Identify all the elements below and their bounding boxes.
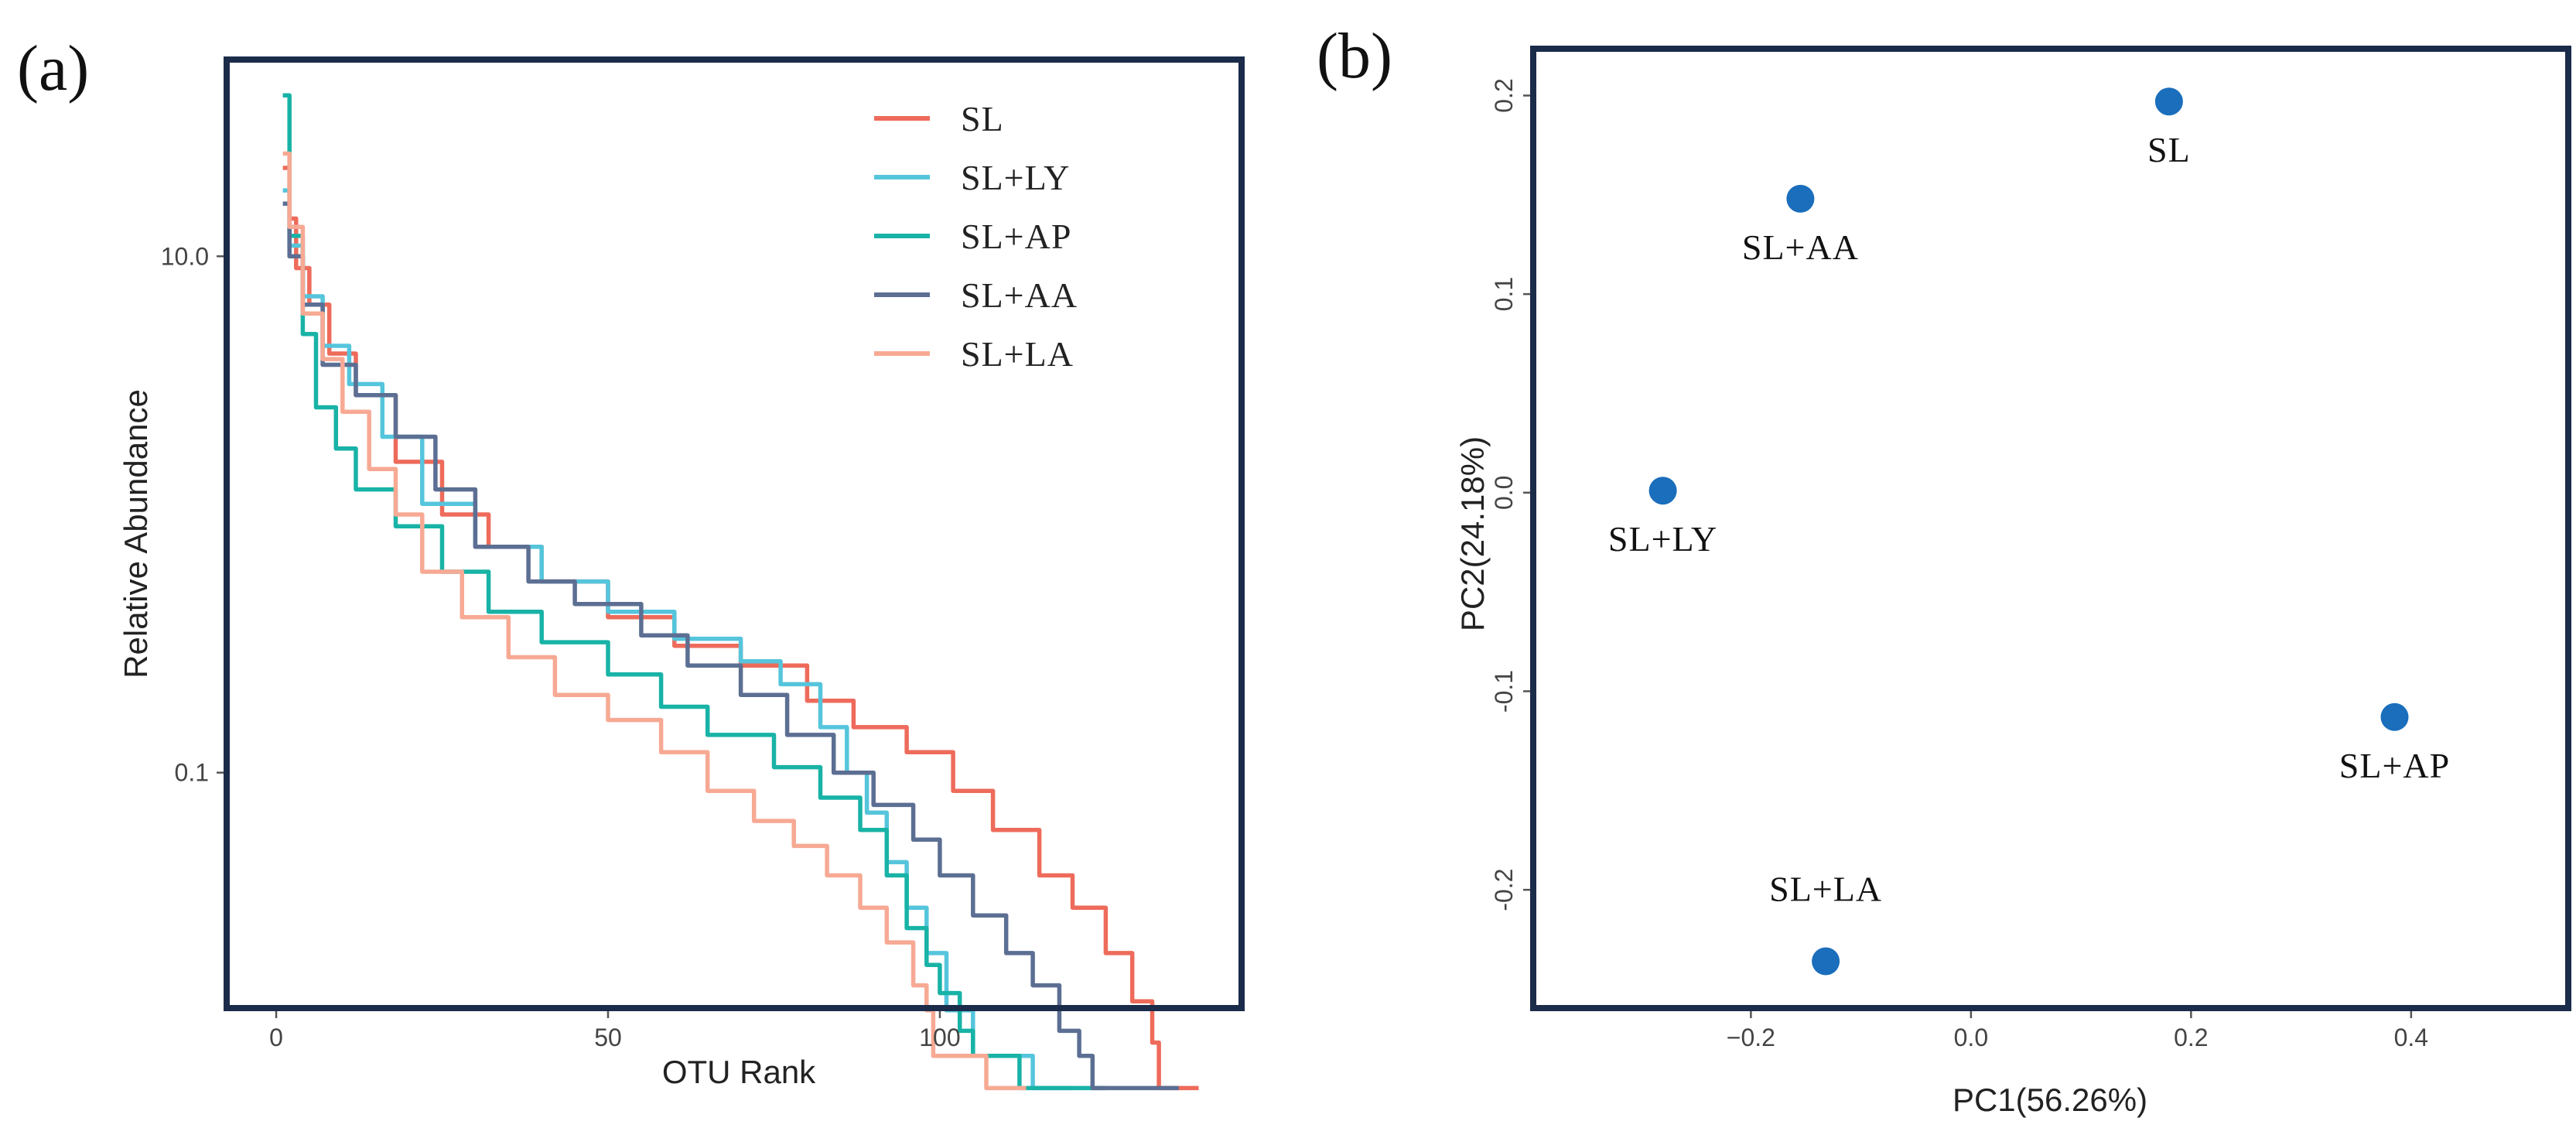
point-label-sl-la: SL+LA <box>1769 870 1882 909</box>
point-label-sl-ly: SL+LY <box>1608 519 1717 559</box>
panel-b-x-ticks: −0.2 0.0 0.2 0.4 <box>1727 1008 2428 1051</box>
series-line-sl-ly <box>282 188 1073 1091</box>
point-label-sl-aa: SL+AA <box>1742 227 1859 267</box>
legend-label-sl-la: SL+LA <box>961 334 1074 374</box>
panel-b-x-axis-title: PC1(56.26%) <box>1952 1082 2147 1118</box>
panel-b-label: (b) <box>1317 20 1392 92</box>
panel-b-y-axis-title: PC2(24.18%) <box>1454 436 1491 631</box>
panel-a-y-ticks: 10.0 0.1 <box>161 242 227 787</box>
panel-a-rank-abundance: (a) SL SL+LY SL+AP SL+AA SL+LA 10.0 0.1 0 50 10… <box>17 32 1245 1091</box>
panel-b-pca: (b) SL SL+AA SL+LY SL+AP SL+LA 0.2 0.1 0.0 -0.1… <box>1317 20 2571 1118</box>
y-tick-label: -0.1 <box>1490 670 1518 713</box>
x-tick-label: −0.2 <box>1727 1024 1775 1051</box>
series-line-sl-la <box>282 151 1027 1091</box>
panel-a-x-ticks: 0 50 100 <box>269 1008 961 1051</box>
point-sl <box>2154 87 2183 116</box>
point-sl-la <box>1812 947 1840 976</box>
panel-a-frame <box>224 56 1245 1011</box>
x-tick-label: 0.0 <box>1954 1024 1988 1051</box>
y-tick-label: 0.1 <box>175 759 209 787</box>
legend-label-sl-ap: SL+AP <box>961 217 1071 256</box>
y-tick-label: 0.1 <box>1490 277 1518 311</box>
point-label-sl: SL <box>2147 130 2191 169</box>
legend-label-sl-ly: SL+LY <box>961 158 1070 197</box>
legend-label-sl-aa: SL+AA <box>961 275 1078 315</box>
series-line-sl-aa <box>282 201 1179 1091</box>
series-line-sl-ap <box>282 93 1106 1091</box>
point-sl-aa <box>1786 184 1815 213</box>
x-tick-label: 100 <box>919 1024 960 1051</box>
y-tick-label: 0.0 <box>1490 476 1518 510</box>
y-tick-label: 0.2 <box>1490 78 1518 112</box>
panel-b-frame <box>1530 46 2571 1011</box>
point-sl-ly <box>1648 477 1677 505</box>
y-tick-label: 10.0 <box>161 242 209 270</box>
panel-a-y-axis-title: Relative Abundance <box>118 389 154 679</box>
panel-b-y-ticks: 0.2 0.1 0.0 -0.1 -0.2 <box>1490 78 1533 911</box>
panel-a-legend: SL SL+LY SL+AP SL+AA SL+LA <box>874 99 1078 374</box>
x-tick-label: 50 <box>594 1024 622 1051</box>
point-sl-ap <box>2380 702 2409 731</box>
x-tick-label: 0.2 <box>2174 1024 2208 1051</box>
point-label-sl-ap: SL+AP <box>2339 746 2450 785</box>
y-tick-label: -0.2 <box>1490 869 1518 911</box>
x-tick-label: 0 <box>269 1024 283 1051</box>
panel-a-x-axis-title: OTU Rank <box>662 1054 816 1090</box>
panel-b-points-group: SL SL+AA SL+LY SL+AP SL+LA <box>1608 87 2450 976</box>
panel-a-label: (a) <box>17 32 89 104</box>
legend-label-sl: SL <box>961 99 1004 138</box>
x-tick-label: 0.4 <box>2394 1024 2428 1051</box>
panel-a-series-group <box>282 93 1199 1091</box>
